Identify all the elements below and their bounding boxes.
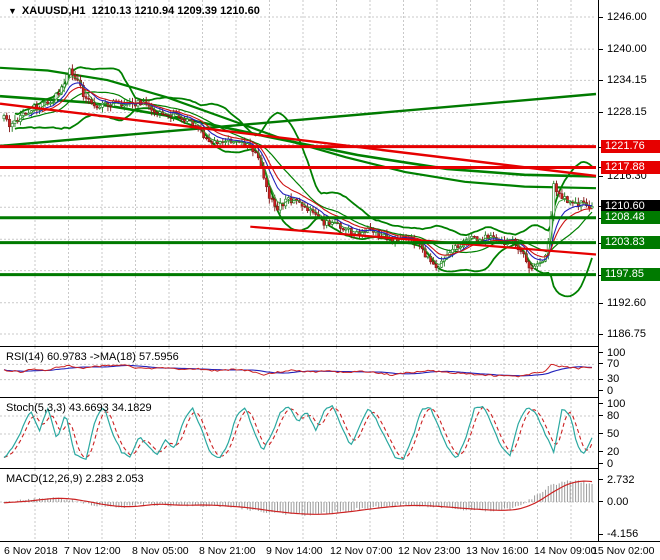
macd-panel[interactable]: MACD(12,26,9) 2.283 2.053 [0,468,598,542]
indicator-scale-label: 80 [607,409,620,422]
indicator-scale-label: 20 [607,445,620,458]
price-level-label-resistance: 1221.76 [601,140,660,154]
price-grid-label: 1234.15 [607,74,647,87]
symbol-dropdown-icon[interactable]: ▼ [8,6,17,16]
time-axis-label: 12 Nov 07:00 [330,545,393,557]
axis-tick [599,352,603,353]
indicator-scale-label: 0 [607,457,614,470]
time-axis-label: 8 Nov 21:00 [199,545,256,557]
macd-indicator-label: MACD(12,26,9) 2.283 2.053 [6,473,144,485]
symbol-timeframe-label: XAUUSD,H1 [21,5,86,17]
axis-tick [599,533,603,535]
axis-tick [599,415,603,416]
indicator-scale-label: -4.156 [607,528,639,541]
indicator-scale-label: 0 [607,384,614,397]
main-price-panel[interactable] [0,0,598,346]
price-level-label-current: 1210.60 [601,199,660,213]
price-level-label-support: 1208.48 [601,211,660,225]
axis-tick [599,49,603,51]
axis-tick [599,451,603,452]
time-axis-label: 14 Nov 09:00 [534,545,597,557]
price-chart-canvas[interactable] [0,0,598,346]
price-level-label-resistance: 1217.88 [601,160,660,174]
indicator-scale-label: 50 [607,427,620,440]
price-grid-label: 1240.00 [607,43,647,56]
axis-tick [599,433,603,434]
rsi-panel[interactable]: RSI(14) 60.9783 ->MA(18) 57.5956 [0,346,598,398]
time-axis-label: 7 Nov 12:00 [64,545,121,557]
axis-tick [599,112,603,114]
time-axis-label: 13 Nov 16:00 [466,545,529,557]
axis-tick [599,363,603,365]
stochastic-canvas[interactable] [0,398,598,468]
time-axis-label: 9 Nov 14:00 [266,545,323,557]
ohlc-quote: 1210.13 1210.94 1209.39 1210.60 [91,5,260,17]
stochastic-indicator-label: Stoch(5,3,3) 43.6693 34.1829 [6,402,152,414]
axis-tick [599,17,603,18]
macd-canvas[interactable] [0,469,598,541]
time-axis-label: 6 Nov 2018 [4,545,58,557]
axis-tick [599,501,603,502]
indicator-scale-label: 100 [607,346,626,359]
axis-tick [599,378,603,380]
axis-tick [599,175,603,177]
rsi-indicator-label: RSI(14) 60.9783 ->MA(18) 57.5956 [6,351,179,363]
axis-tick [599,302,603,304]
indicator-scale-label: 0.00 [607,495,629,508]
indicator-scale-label: 2.732 [607,473,635,486]
indicator-scale-label: 30 [607,373,620,386]
axis-tick [599,403,603,404]
time-axis-label: 15 Nov 02:00 [592,545,655,557]
price-level-label-support: 1197.85 [601,268,660,282]
stochastic-panel[interactable]: Stoch(5,3,3) 43.6693 34.1829 [0,397,598,469]
axis-tick [599,333,603,335]
time-axis-label: 12 Nov 23:00 [398,545,461,557]
axis-tick [599,80,603,82]
price-axis[interactable]: 1246.00 1240.00 1234.15 1228.15 1216.30 1192.… [598,0,660,541]
chart-title: ▼ XAUUSD,H1 1210.13 1210.94 1209.39 1210.… [8,5,260,17]
time-axis-label: 8 Nov 05:00 [132,545,189,557]
price-grid-label: 1192.60 [607,296,646,309]
rsi-canvas[interactable] [0,347,598,397]
indicator-scale-label: 70 [607,357,620,370]
axis-tick [599,390,603,391]
axis-tick [599,463,603,464]
time-axis[interactable]: 6 Nov 2018 7 Nov 12:00 8 Nov 05:00 8 Nov 21… [0,541,660,560]
indicator-scale-label: 100 [607,397,626,410]
price-grid-label: 1228.15 [607,106,647,119]
price-level-label-support: 1203.83 [601,236,660,250]
price-grid-label: 1186.75 [607,327,646,340]
price-grid-label: 1246.00 [607,11,647,23]
axis-tick [599,479,603,481]
